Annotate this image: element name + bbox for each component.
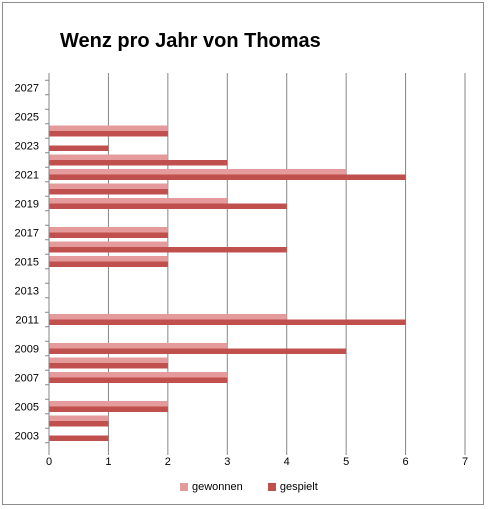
bar-gespielt-2005 [49,406,168,412]
bars-layer [49,125,406,441]
bar-gespielt-2003 [49,435,109,441]
bar-gespielt-2023 [49,145,109,151]
bar-gespielt-2009 [49,348,347,354]
legend-swatch-gespielt [267,483,276,491]
bar-gewonnen-2004 [49,415,109,421]
bar-gewonnen-2011 [49,314,287,320]
bar-gespielt-2021 [49,174,406,180]
bar-gewonnen-2024 [49,125,168,131]
bar-gewonnen-2021 [49,169,347,175]
y-tick-label-2009: 2009 [15,344,39,356]
y-tick-label-2019: 2019 [15,199,39,211]
bar-gespielt-2024 [49,131,168,137]
legend-label-gewonnen: gewonnen [192,481,243,493]
x-tick-label-7: 7 [462,456,468,468]
bar-gewonnen-2005 [49,401,168,407]
y-tick-label-2021: 2021 [15,170,39,182]
bar-gewonnen-2007 [49,372,228,378]
x-tick-label-5: 5 [343,456,349,468]
bar-gewonnen-2017 [49,227,168,233]
x-tick-label-3: 3 [224,456,230,468]
bar-gespielt-2017 [49,232,168,238]
bar-gewonnen-2022 [49,154,168,160]
y-tick-label-2025: 2025 [15,112,39,124]
x-tick-label-6: 6 [403,456,409,468]
legend-item-gewonnen: gewonnen [180,481,243,493]
bar-gespielt-2011 [49,319,406,325]
bar-gewonnen-2015 [49,256,168,262]
bar-gewonnen-2016 [49,241,168,247]
axis-layer: 0 1 2 3 4 5 6 7 2003 2005 2007 2009 2011 2013 2015 2017… [15,73,468,468]
y-tick-label-2023: 2023 [15,141,39,153]
bar-gespielt-2016 [49,247,287,253]
x-tick-label-0: 0 [46,456,52,468]
y-tick-label-2013: 2013 [15,286,39,298]
bar-gewonnen-2008 [49,357,168,363]
legend-item-gespielt: gespielt [267,481,318,493]
bar-gespielt-2015 [49,261,168,267]
y-tick-label-2003: 2003 [15,431,39,443]
y-tick-label-2017: 2017 [15,228,39,240]
bar-gewonnen-2019 [49,198,228,204]
y-tick-label-2005: 2005 [15,402,39,414]
y-tick-label-2007: 2007 [15,373,39,385]
x-tick-label-4: 4 [284,456,290,468]
bar-gespielt-2020 [49,189,168,195]
x-tick-label-1: 1 [105,456,111,468]
bar-gespielt-2007 [49,377,228,383]
bar-gespielt-2022 [49,160,228,166]
bar-gewonnen-2009 [49,343,228,349]
bar-gespielt-2019 [49,203,287,209]
bar-gewonnen-2020 [49,183,168,189]
bar-gespielt-2008 [49,363,168,369]
chart-title: Wenz pro Jahr von Thomas [60,30,321,52]
bar-gespielt-2004 [49,421,109,427]
x-tick-label-2: 2 [165,456,171,468]
legend: gewonnen gespielt [180,481,340,494]
y-tick-label-2027: 2027 [15,83,39,95]
legend-label-gespielt: gespielt [279,481,318,493]
y-tick-label-2015: 2015 [15,257,39,269]
y-tick-label-2011: 2011 [15,315,39,327]
legend-swatch-gewonnen [180,483,188,491]
